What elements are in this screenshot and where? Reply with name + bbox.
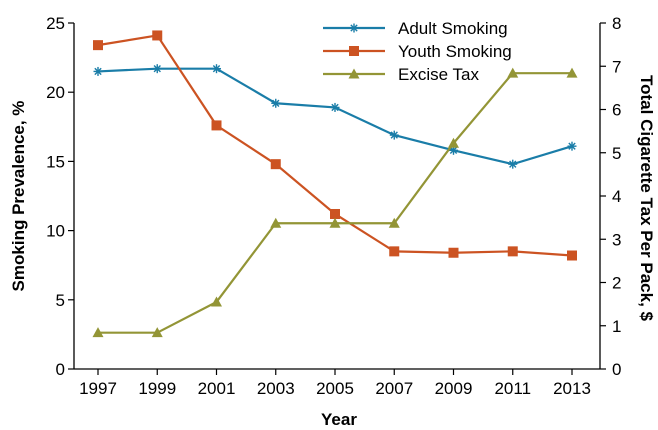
y-tick-label: 25 bbox=[46, 14, 65, 33]
axes: 0 5 10 15 20 25 0 1 2 3 4 5 6 7 8 1997 1999 2001 2003 2005 2… bbox=[46, 14, 621, 398]
excise-tax-point bbox=[566, 67, 578, 78]
x-tick-label: 1997 bbox=[79, 379, 117, 398]
legend-label: Excise Tax bbox=[398, 65, 479, 84]
x-tick-label: 2011 bbox=[494, 379, 531, 398]
legend-label: Adult Smoking bbox=[398, 19, 508, 38]
legend-marker bbox=[349, 46, 359, 56]
y2-tick-label: 0 bbox=[612, 360, 621, 379]
youth-smoking-point bbox=[270, 159, 281, 170]
y2-tick-label: 8 bbox=[612, 14, 621, 33]
x-tick-label: 2005 bbox=[316, 379, 354, 398]
y2-axis-title: Total Cigarette Tax Per Pack, $ bbox=[637, 75, 656, 322]
excise-tax-point bbox=[270, 217, 282, 228]
x-tick-label: 2013 bbox=[553, 379, 591, 398]
youth-smoking-point bbox=[567, 250, 577, 261]
adult-smoking-line bbox=[97, 67, 573, 166]
y-tick-label: 20 bbox=[46, 83, 65, 102]
y2-tick-label: 1 bbox=[612, 317, 621, 336]
legend-marker bbox=[348, 68, 360, 79]
y2-tick-label: 3 bbox=[612, 230, 621, 249]
youth-smoking-point bbox=[389, 246, 400, 257]
youth-smoking-point bbox=[330, 208, 340, 219]
series-youth-smoking bbox=[93, 30, 577, 261]
adult-smoking-point bbox=[508, 159, 518, 169]
excise-tax-point bbox=[329, 217, 341, 228]
adult-smoking-point bbox=[93, 66, 103, 76]
adult-smoking-point bbox=[389, 130, 399, 140]
youth-smoking-point bbox=[448, 247, 459, 258]
legend-label: Youth Smoking bbox=[398, 42, 512, 61]
adult-smoking-point bbox=[152, 64, 162, 74]
legend-item-adult-smoking: Adult Smoking bbox=[323, 19, 508, 38]
excise-tax-point bbox=[151, 327, 163, 338]
adult-smoking-point bbox=[212, 64, 221, 74]
x-tick-label: 2003 bbox=[257, 379, 295, 398]
excise-tax-point bbox=[448, 137, 459, 148]
y2-tick-label: 2 bbox=[612, 274, 621, 293]
y2-tick-label: 5 bbox=[612, 144, 621, 163]
y2-tick-label: 4 bbox=[612, 187, 621, 206]
y2-tick-label: 7 bbox=[612, 57, 621, 76]
adult-smoking-point bbox=[330, 102, 340, 112]
y-tick-label: 5 bbox=[56, 291, 65, 310]
youth-smoking-point bbox=[507, 246, 518, 257]
youth-smoking-point bbox=[211, 120, 222, 131]
excise-tax-point bbox=[211, 296, 222, 307]
adult-smoking-point bbox=[567, 141, 577, 151]
adult-smoking-point bbox=[449, 145, 458, 155]
series-excise-tax bbox=[92, 67, 578, 338]
y-tick-label: 15 bbox=[46, 152, 65, 171]
y2-tick-label: 6 bbox=[612, 101, 621, 120]
excise-tax-point bbox=[507, 67, 519, 78]
x-tick-label: 1999 bbox=[138, 379, 176, 398]
y-tick-label: 10 bbox=[46, 222, 65, 241]
y-tick-label: 0 bbox=[56, 360, 65, 379]
y-axis-title: Smoking Prevalence, % bbox=[9, 101, 28, 292]
x-axis-title: Year bbox=[321, 410, 357, 429]
adult-smoking-point bbox=[271, 98, 281, 108]
x-tick-label: 2007 bbox=[375, 379, 413, 398]
legend: Adult Smoking Youth Smoking Excise Tax bbox=[323, 19, 512, 84]
youth-smoking-point bbox=[93, 40, 103, 51]
x-tick-label: 2001 bbox=[198, 379, 236, 398]
legend-item-youth-smoking: Youth Smoking bbox=[323, 42, 512, 61]
series-adult-smoking bbox=[93, 64, 577, 169]
legend-item-excise-tax: Excise Tax bbox=[323, 65, 479, 84]
x-tick-label: 2009 bbox=[435, 379, 473, 398]
excise-tax-line bbox=[98, 72, 572, 334]
series-layer bbox=[92, 30, 578, 338]
legend-marker bbox=[349, 23, 359, 33]
excise-tax-point bbox=[388, 217, 400, 228]
youth-smoking-point bbox=[152, 30, 163, 41]
excise-tax-point bbox=[92, 327, 104, 338]
